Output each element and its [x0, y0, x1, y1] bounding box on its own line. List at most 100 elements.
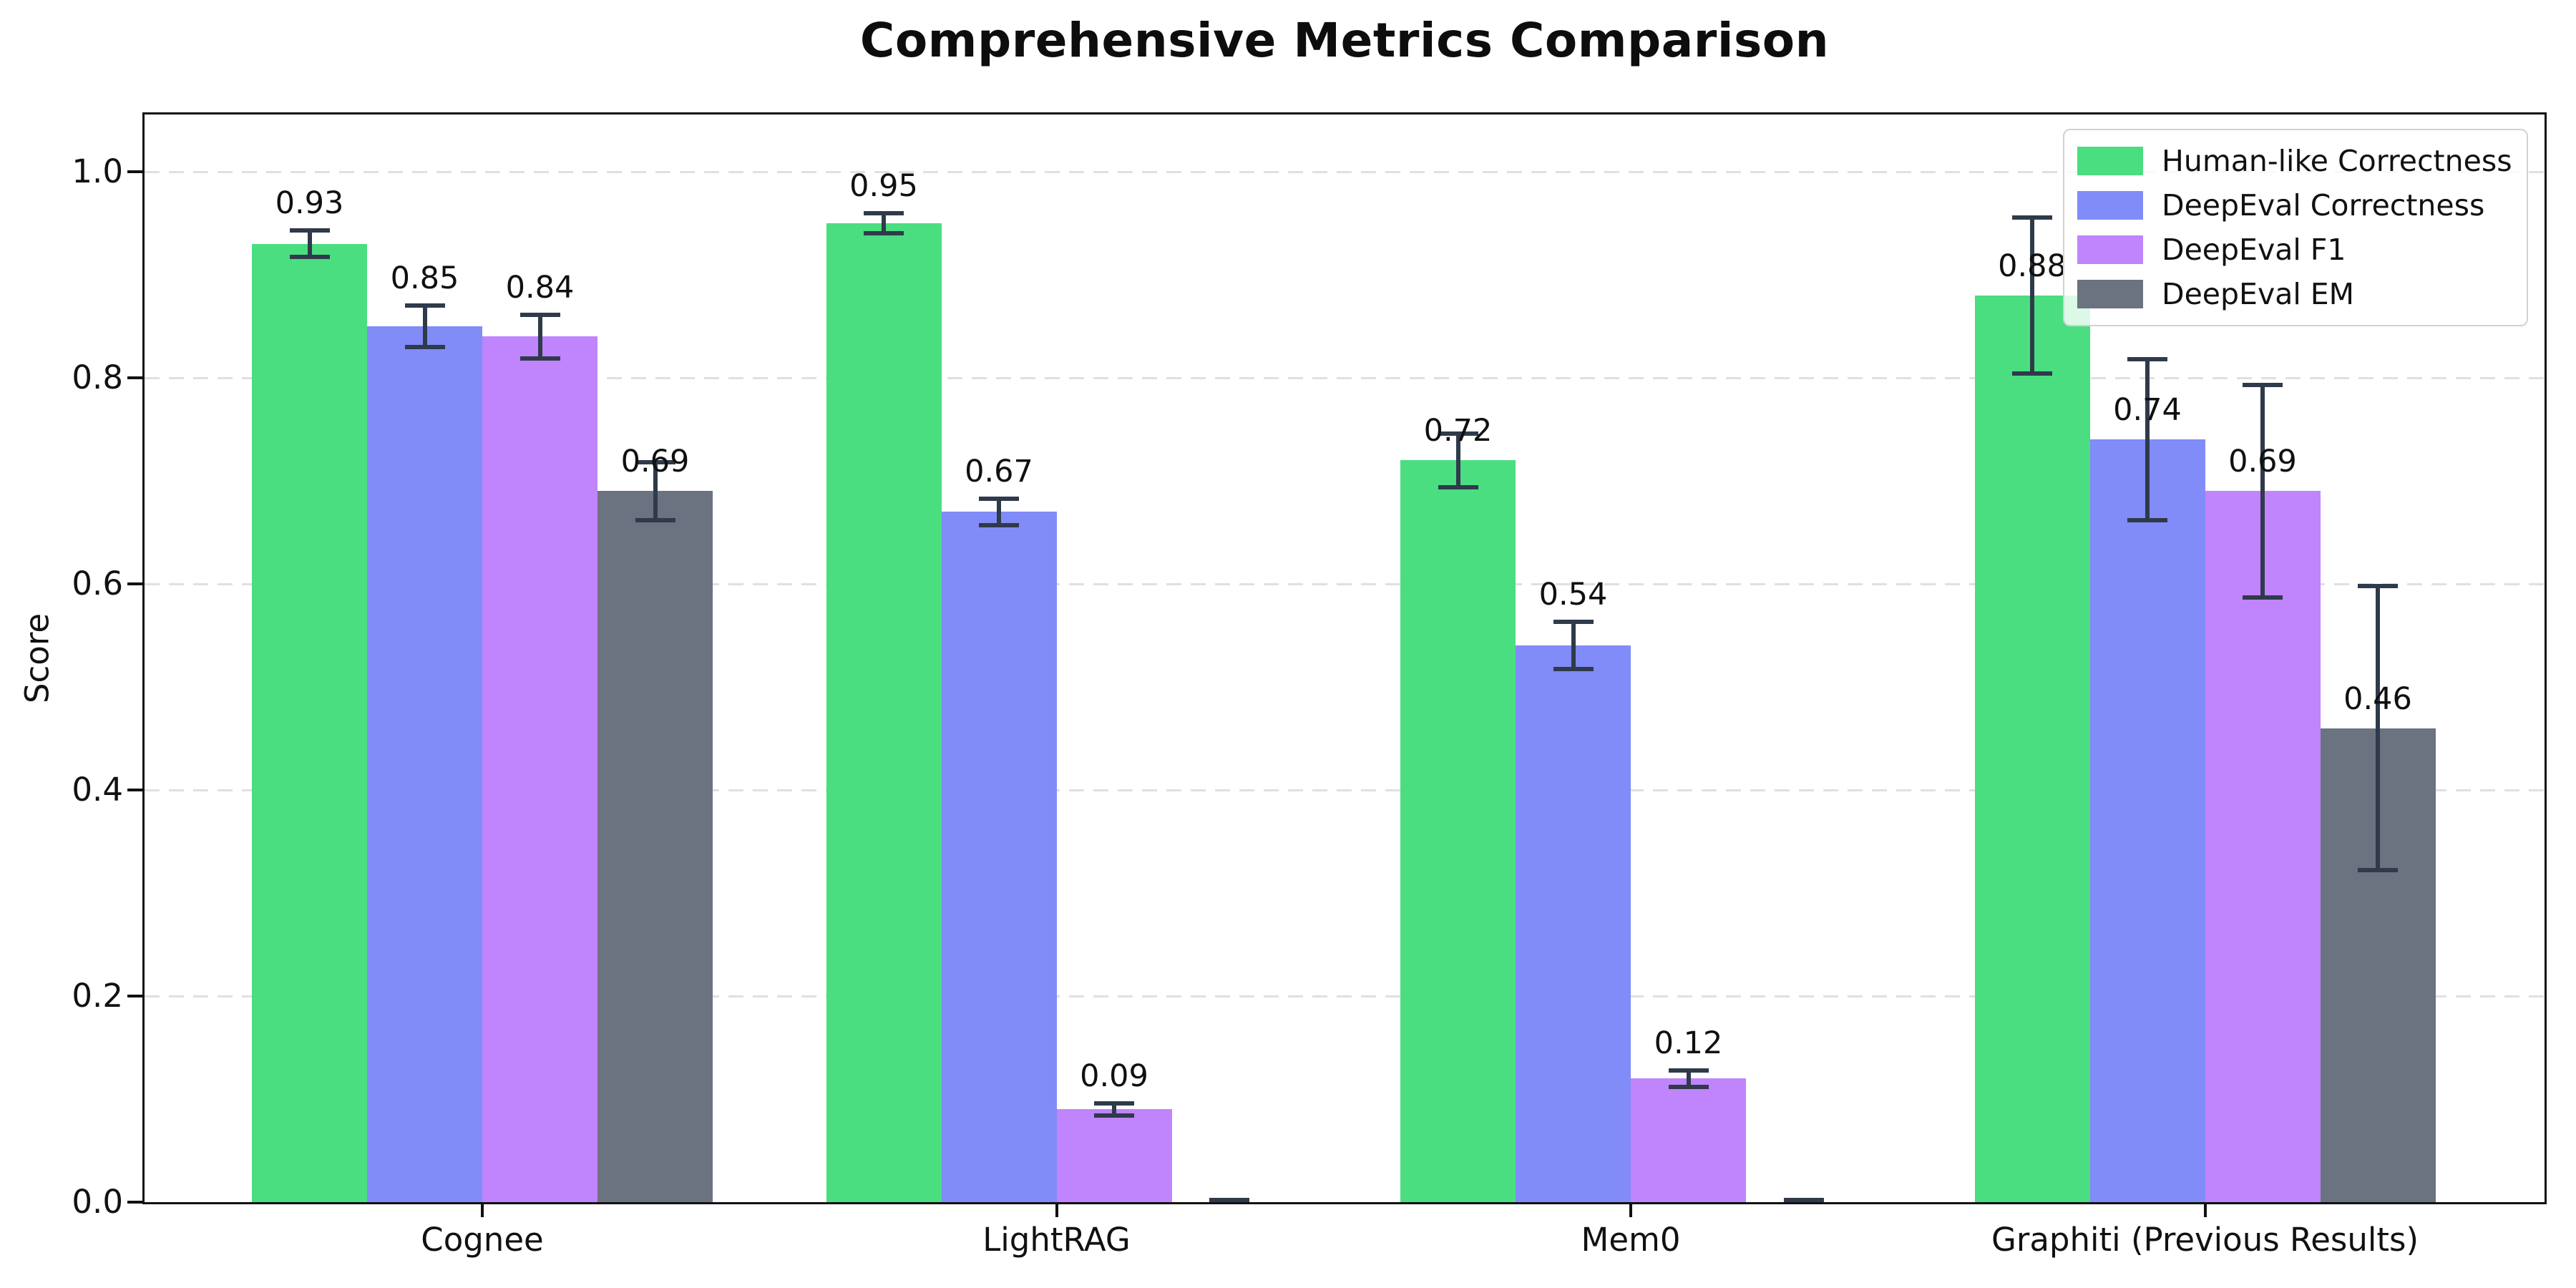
error-bar-cap-bottom [2243, 595, 2283, 600]
error-bar [1438, 431, 1478, 489]
error-bar [289, 228, 330, 260]
error-bar [2012, 215, 2052, 376]
legend-swatch [2077, 280, 2143, 308]
legend-swatch [2077, 147, 2143, 175]
bar-deepeval-f1 [1056, 1109, 1172, 1202]
bar-human-like-correctness [1400, 460, 1516, 1202]
bar-value-label: 0.69 [2228, 444, 2297, 480]
legend-item-label: Human-like Correctness [2162, 144, 2512, 178]
x-tick-label-2: LightRAG [982, 1221, 1131, 1259]
error-bar-cap-top [1553, 620, 1594, 625]
error-bar-line [2376, 584, 2380, 873]
bar-value-label: 0.85 [390, 260, 459, 297]
legend-item: DeepEval F1 [2077, 228, 2514, 272]
error-bar [979, 496, 1019, 527]
error-bar [1209, 1198, 1249, 1203]
error-bar-cap-bottom [1668, 1084, 1709, 1089]
bar-value-label: 0.69 [620, 444, 690, 480]
legend-item-label: DeepEval F1 [2162, 233, 2346, 267]
x-tick-label-3: Mem0 [1581, 1221, 1681, 1259]
y-tick-label: 0.0 [72, 1183, 123, 1221]
bar-value-label: 0.09 [1080, 1058, 1148, 1094]
y-tick-mark [127, 995, 142, 997]
legend-swatch [2077, 191, 2143, 220]
error-bar-cap-top [1668, 1068, 1709, 1073]
error-bar-cap-top [864, 210, 904, 215]
error-bar-line [1571, 620, 1576, 672]
legend-item: Human-like Correctness [2077, 139, 2514, 183]
error-bar-line [1686, 1068, 1691, 1089]
error-bar-line [653, 460, 658, 522]
legend-item-label: DeepEval EM [2162, 277, 2355, 311]
error-bar-cap-bottom [1094, 1113, 1134, 1118]
error-bar [1094, 1101, 1134, 1118]
gridline-1.0 [145, 170, 2545, 173]
error-bar [2127, 357, 2167, 522]
x-tick-mark [1055, 1204, 1058, 1217]
legend-item-label: DeepEval Correctness [2162, 188, 2485, 223]
bar-value-label: 0.74 [2113, 392, 2182, 429]
bar-value-label: 0.67 [965, 453, 1033, 489]
error-bar [1668, 1068, 1709, 1089]
error-bar-cap-bottom [1209, 1198, 1249, 1202]
x-tick-mark [1629, 1204, 1632, 1217]
y-tick-mark [127, 789, 142, 791]
error-bar-line [1455, 431, 1460, 489]
y-tick-mark [127, 376, 142, 379]
gridline-0.6 [145, 582, 2545, 585]
bar-deepeval-correctness [1516, 645, 1631, 1202]
error-bar-cap-top [289, 228, 330, 233]
bar-deepeval-f1 [2205, 491, 2321, 1202]
error-bar-line [1112, 1101, 1116, 1118]
legend-item: DeepEval Correctness [2077, 183, 2514, 228]
gridline-0.8 [145, 376, 2545, 379]
bar-value-label: 0.12 [1654, 1025, 1723, 1061]
y-tick-mark [127, 1201, 142, 1204]
error-bar-cap-bottom [2012, 371, 2052, 376]
legend: Human-like Correctness DeepEval Correctne… [2063, 129, 2528, 326]
x-tick-mark [481, 1204, 484, 1217]
error-bar-cap-top [2358, 584, 2398, 589]
bar-value-label: 0.93 [275, 185, 344, 222]
bar-human-like-correctness [1974, 295, 2090, 1202]
y-tick-label: 0.6 [72, 565, 123, 602]
bar-value-label: 0.72 [1423, 413, 1493, 449]
y-axis-label: Score [18, 613, 57, 704]
bar-deepeval-f1 [1631, 1078, 1746, 1202]
error-bar [635, 460, 675, 522]
legend-item: DeepEval EM [2077, 272, 2514, 316]
x-tick-mark [2203, 1204, 2207, 1217]
error-bar [2243, 383, 2283, 600]
bar-deepeval-f1 [482, 336, 597, 1202]
error-bar-cap-top [404, 303, 445, 308]
error-bar [1783, 1198, 1824, 1203]
error-bar-cap-bottom [864, 231, 904, 236]
error-bar [1553, 620, 1594, 672]
error-bar-cap-top [979, 496, 1019, 501]
bar-value-label: 0.54 [1538, 577, 1608, 613]
legend-swatch [2077, 235, 2143, 264]
error-bar-cap-bottom [1553, 667, 1594, 672]
error-bar-cap-bottom [289, 255, 330, 260]
bar-human-like-correctness [252, 243, 367, 1202]
y-tick-label: 1.0 [72, 152, 123, 190]
error-bar-line [422, 303, 427, 349]
bar-value-label: 0.95 [849, 167, 918, 204]
bar-value-label: 0.88 [1998, 248, 2067, 284]
error-bar-line [2260, 383, 2265, 600]
bar-value-label: 0.46 [2343, 680, 2412, 717]
error-bar-cap-bottom [1783, 1198, 1824, 1202]
chart-title: Comprehensive Metrics Comparison [859, 13, 1830, 68]
error-bar-cap-bottom [979, 522, 1019, 527]
error-bar-line [307, 228, 312, 260]
error-bar-cap-top [1094, 1101, 1134, 1106]
error-bar [864, 210, 904, 236]
error-bar-cap-bottom [404, 344, 445, 349]
y-tick-mark [127, 170, 142, 173]
error-bar-line [2030, 215, 2034, 376]
error-bar-line [997, 496, 1001, 527]
error-bar-line [537, 313, 542, 361]
bar-human-like-correctness [826, 223, 942, 1202]
y-tick-mark [127, 582, 142, 585]
